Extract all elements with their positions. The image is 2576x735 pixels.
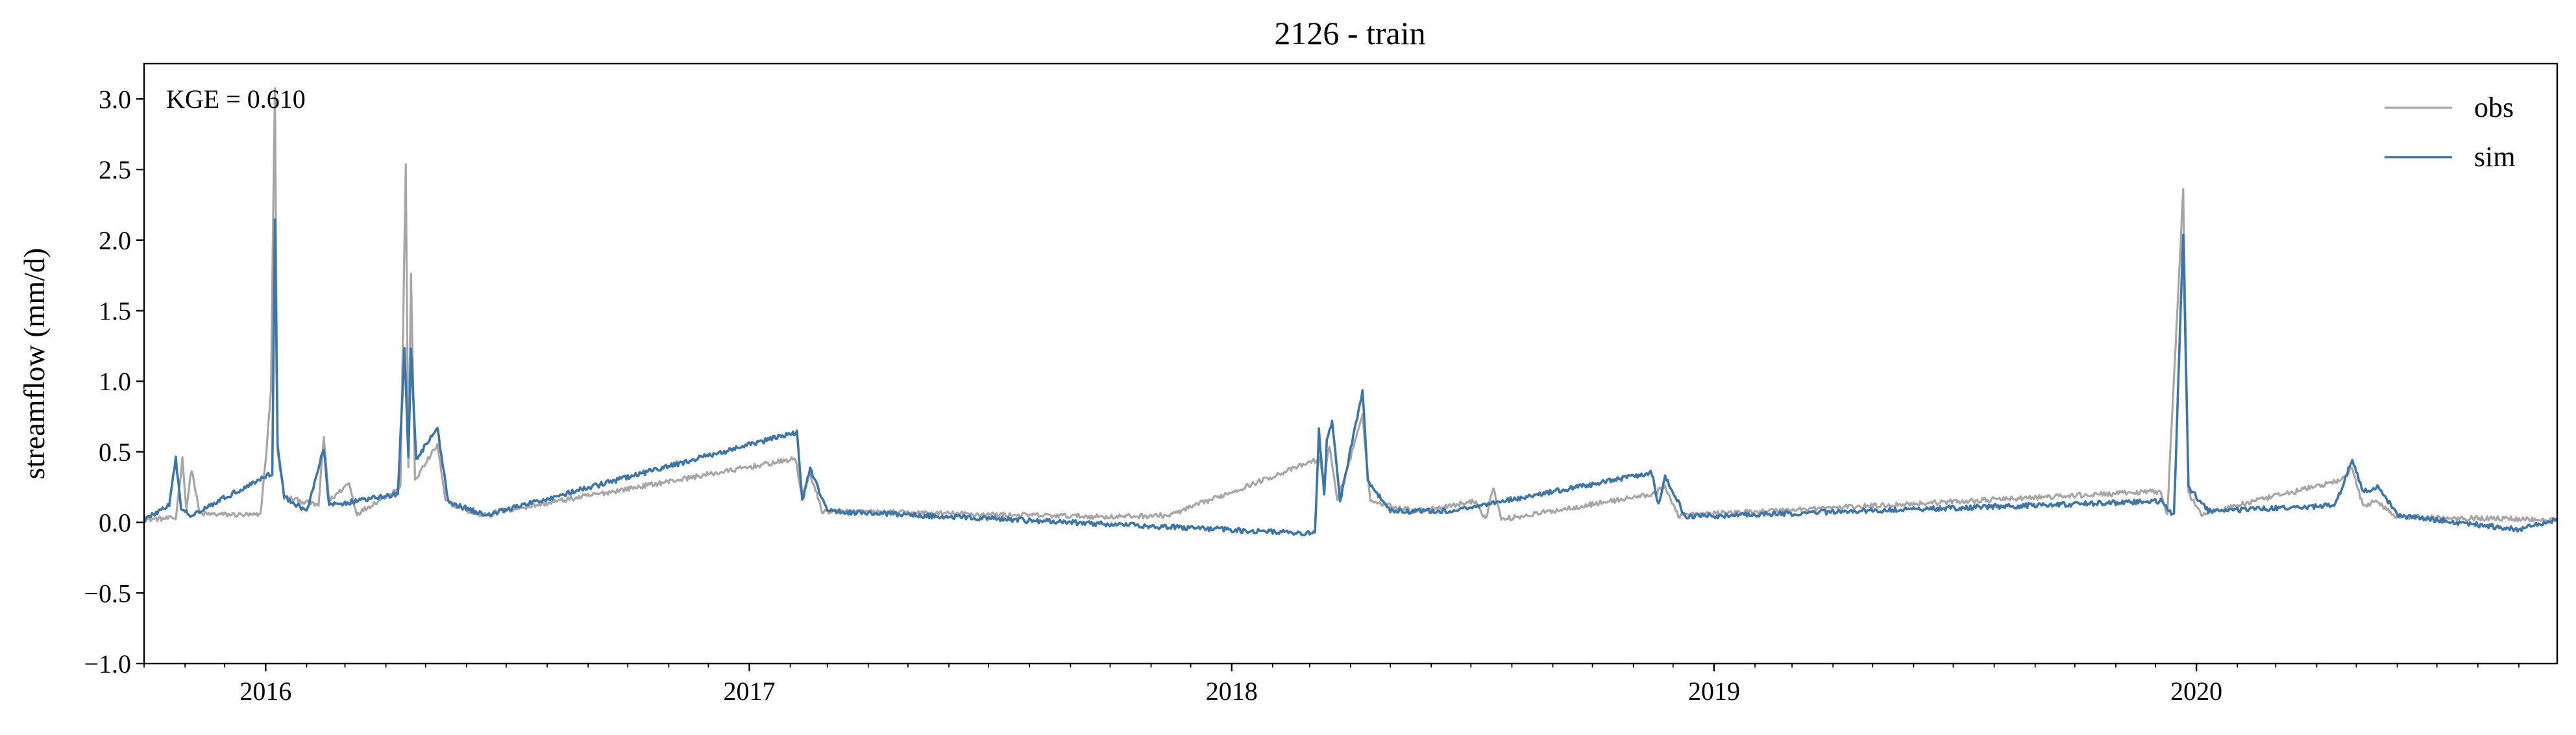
x-tick-label: 2019 — [1688, 677, 1740, 706]
y-tick-label: 3.0 — [99, 84, 131, 114]
x-tick-label: 2018 — [1206, 677, 1258, 706]
y-tick-label: −0.5 — [84, 579, 131, 608]
chart-title: 2126 - train — [1274, 15, 1425, 51]
x-tick-label: 2016 — [239, 677, 291, 706]
y-axis-label: streamflow (mm/d) — [18, 248, 51, 479]
y-tick-label: 1.0 — [99, 367, 131, 396]
x-tick-label: 2017 — [724, 677, 776, 706]
legend-label-sim: sim — [2474, 141, 2516, 173]
y-tick-label: 1.5 — [99, 296, 131, 325]
y-tick-label: 2.0 — [99, 226, 131, 255]
x-tick-label: 2020 — [2170, 677, 2222, 706]
y-tick-label: −1.0 — [84, 649, 131, 679]
y-tick-label: 0.0 — [99, 508, 131, 538]
kge-annotation: KGE = 0.610 — [166, 84, 306, 114]
legend-label-obs: obs — [2474, 92, 2514, 123]
y-tick-label: 0.5 — [99, 438, 131, 467]
y-tick-label: 2.5 — [99, 155, 131, 184]
